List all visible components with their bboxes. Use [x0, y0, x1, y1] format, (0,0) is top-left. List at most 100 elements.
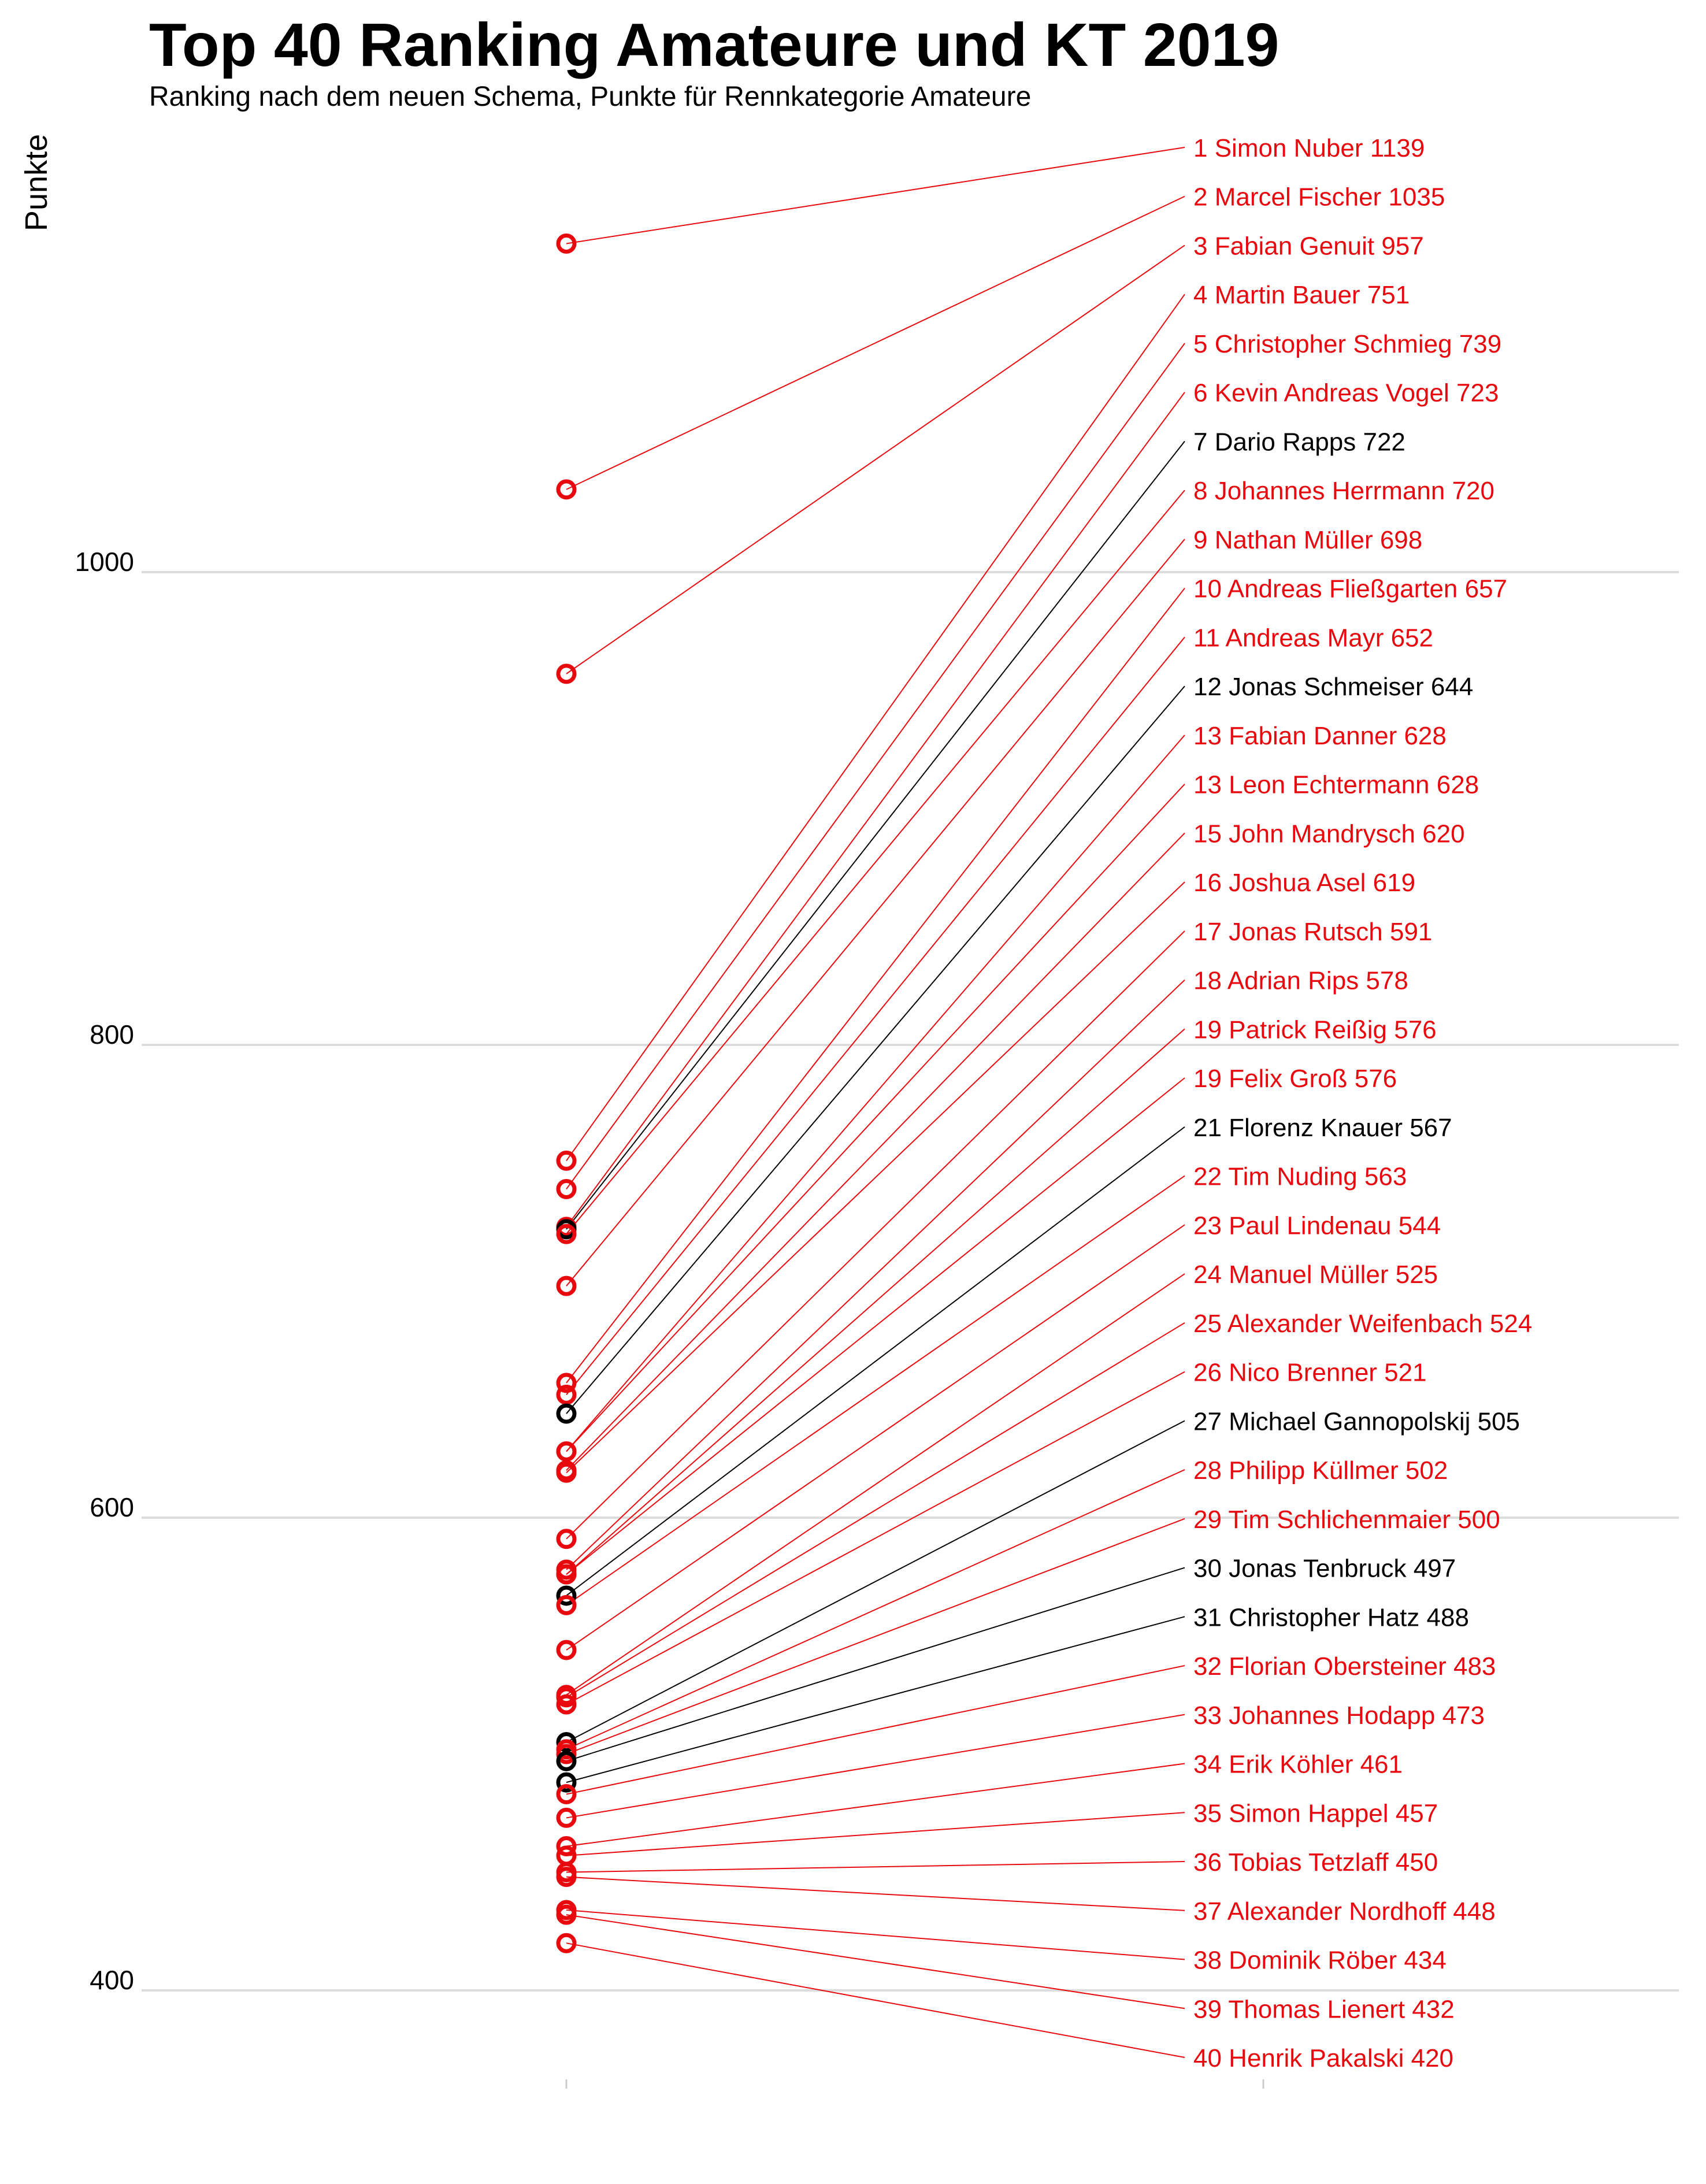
data-point-32 — [556, 1784, 577, 1805]
data-point-5 — [556, 1178, 577, 1199]
connector-line-40 — [566, 1942, 1185, 2058]
point-label-34: 34 Erik Köhler 461 — [1193, 1751, 1403, 1779]
connector-line-10 — [566, 588, 1185, 1384]
data-point-16 — [556, 1462, 577, 1483]
connector-line-28 — [566, 1469, 1185, 1750]
point-label-21: 21 Florenz Knauer 567 — [1193, 1114, 1452, 1142]
connector-line-26 — [566, 1371, 1185, 1705]
point-label-2: 2 Marcel Fischer 1035 — [1193, 183, 1445, 212]
chart-title: Top 40 Ranking Amateure und KT 2019 — [149, 11, 1280, 79]
point-label-24: 24 Manuel Müller 525 — [1193, 1260, 1438, 1289]
connector-line-27 — [566, 1420, 1185, 1743]
connector-line-13 — [566, 735, 1185, 1452]
connector-line-14 — [566, 783, 1185, 1452]
data-point-1 — [556, 233, 577, 254]
point-label-16: 16 Joshua Asel 619 — [1193, 869, 1415, 897]
connector-line-35 — [566, 1812, 1185, 1856]
connector-line-22 — [566, 1175, 1185, 1606]
point-label-23: 23 Paul Lindenau 544 — [1193, 1211, 1441, 1240]
data-point-33 — [556, 1807, 577, 1828]
y-tick-label-400: 400 — [90, 1965, 134, 1995]
point-label-26: 26 Nico Brenner 521 — [1193, 1359, 1427, 1387]
connector-line-31 — [566, 1616, 1185, 1783]
data-point-39 — [556, 1904, 577, 1925]
connector-line-5 — [566, 343, 1185, 1190]
point-label-39: 39 Thomas Lienert 432 — [1193, 1995, 1455, 2023]
point-label-27: 27 Michael Gannopolskij 505 — [1193, 1407, 1520, 1436]
point-label-31: 31 Christopher Hatz 488 — [1193, 1603, 1469, 1631]
connector-line-4 — [566, 294, 1185, 1161]
point-label-35: 35 Simon Happel 457 — [1193, 1799, 1438, 1827]
data-point-31 — [556, 1772, 577, 1793]
point-label-28: 28 Philipp Küllmer 502 — [1193, 1456, 1448, 1485]
connector-line-9 — [566, 539, 1185, 1286]
data-points — [556, 233, 577, 1953]
connector-line-32 — [566, 1665, 1185, 1795]
connector-line-7 — [566, 440, 1185, 1230]
data-point-8 — [556, 1223, 577, 1244]
connector-line-19 — [566, 1028, 1185, 1575]
data-point-12 — [556, 1403, 577, 1424]
data-point-11 — [556, 1384, 577, 1405]
point-label-36: 36 Tobias Tetzlaff 450 — [1193, 1848, 1438, 1877]
data-point-2 — [556, 479, 577, 500]
data-point-17 — [556, 1529, 577, 1549]
connector-line-12 — [566, 685, 1185, 1414]
connector-line-6 — [566, 392, 1185, 1228]
chart-subtitle: Ranking nach dem neuen Schema, Punkte fü… — [149, 81, 1032, 112]
connector-line-11 — [566, 636, 1185, 1395]
y-tick-label-600: 600 — [90, 1492, 134, 1522]
point-label-1: 1 Simon Nuber 1139 — [1193, 134, 1425, 162]
point-label-20: 19 Felix Groß 576 — [1193, 1065, 1397, 1093]
point-label-33: 33 Johannes Hodapp 473 — [1193, 1701, 1485, 1730]
connector-lines — [566, 147, 1185, 2058]
data-point-20 — [556, 1564, 577, 1585]
connector-line-2 — [566, 195, 1185, 490]
connector-line-16 — [566, 881, 1185, 1474]
connector-line-23 — [566, 1224, 1185, 1651]
data-point-26 — [556, 1694, 577, 1715]
connector-line-36 — [566, 1861, 1185, 1873]
point-label-6: 6 Kevin Andreas Vogel 723 — [1193, 379, 1499, 407]
data-point-10 — [556, 1373, 577, 1393]
data-point-21 — [556, 1585, 577, 1606]
y-tick-label-1000: 1000 — [75, 547, 134, 577]
point-label-14: 13 Leon Echtermann 628 — [1193, 771, 1479, 799]
point-label-8: 8 Johannes Herrmann 720 — [1193, 477, 1494, 505]
point-label-30: 30 Jonas Tenbruck 497 — [1193, 1555, 1456, 1583]
point-label-12: 12 Jonas Schmeiser 644 — [1193, 673, 1473, 701]
point-label-25: 25 Alexander Weifenbach 524 — [1193, 1310, 1532, 1338]
point-labels: 1 Simon Nuber 1139 2 Marcel Fischer 1035 3… — [1193, 134, 1532, 2072]
point-label-17: 17 Jonas Rutsch 591 — [1193, 918, 1432, 946]
connector-line-17 — [566, 930, 1185, 1540]
point-label-18: 18 Adrian Rips 578 — [1193, 967, 1408, 995]
point-label-19: 19 Patrick Reißig 576 — [1193, 1015, 1437, 1044]
data-point-3 — [556, 663, 577, 684]
connector-line-30 — [566, 1567, 1185, 1762]
connector-line-1 — [566, 147, 1185, 244]
point-label-9: 9 Nathan Müller 698 — [1193, 526, 1422, 554]
point-label-29: 29 Tim Schlichenmaier 500 — [1193, 1506, 1500, 1534]
point-label-5: 5 Christopher Schmieg 739 — [1193, 330, 1501, 358]
y-tick-labels: 400 600 800 1000 — [75, 547, 134, 1995]
data-point-22 — [556, 1595, 577, 1615]
data-point-25 — [556, 1687, 577, 1708]
point-label-32: 32 Florian Obersteiner 483 — [1193, 1652, 1496, 1681]
data-point-4 — [556, 1150, 577, 1171]
data-point-23 — [556, 1640, 577, 1660]
connector-line-29 — [566, 1518, 1185, 1755]
connector-line-38 — [566, 1909, 1185, 1960]
y-tick-label-800: 800 — [90, 1019, 134, 1050]
connector-line-25 — [566, 1322, 1185, 1698]
point-label-40: 40 Henrik Pakalski 420 — [1193, 2044, 1453, 2072]
data-point-37 — [556, 1867, 577, 1888]
connector-line-3 — [566, 244, 1185, 674]
connector-line-37 — [566, 1876, 1185, 1911]
connector-line-24 — [566, 1273, 1185, 1696]
point-label-4: 4 Martin Bauer 751 — [1193, 281, 1410, 309]
data-point-14 — [556, 1441, 577, 1462]
gridlines — [142, 571, 1679, 1992]
connector-line-8 — [566, 490, 1185, 1234]
connector-line-34 — [566, 1763, 1185, 1847]
